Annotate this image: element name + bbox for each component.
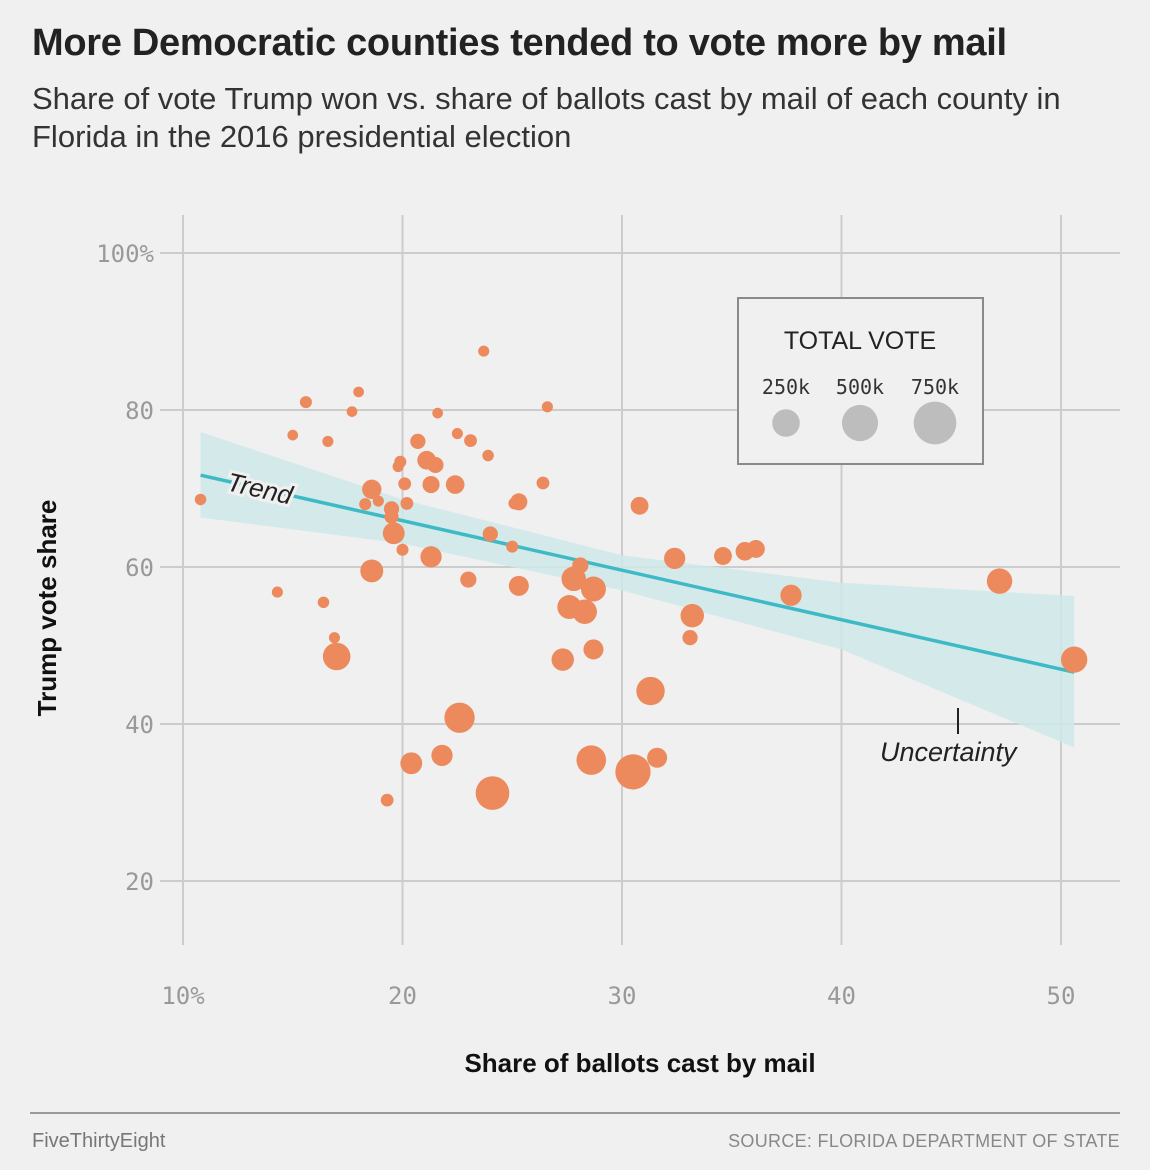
chart-title: More Democratic counties tended to vote … — [32, 22, 1007, 64]
county-point — [360, 559, 384, 583]
county-point — [475, 776, 510, 810]
source-label: SOURCE: FLORIDA DEPARTMENT OF STATE — [728, 1131, 1120, 1151]
legend-item-dot — [913, 401, 957, 445]
county-point — [583, 639, 604, 660]
points — [194, 345, 1088, 810]
y-axis-title: Trump vote share — [32, 500, 62, 717]
y-tick-label: 20 — [125, 868, 154, 896]
size-legend: TOTAL VOTE 250k 500k 750k — [737, 297, 984, 465]
county-point — [380, 793, 394, 807]
legend-item-label: 750k — [911, 375, 959, 399]
county-point — [986, 568, 1013, 594]
county-point — [372, 495, 384, 507]
county-point — [346, 406, 358, 417]
county-point — [506, 540, 519, 553]
county-point — [287, 429, 299, 441]
county-point — [432, 407, 443, 419]
county-point — [636, 676, 665, 706]
y-tick-label: 40 — [125, 711, 154, 739]
county-point — [382, 522, 405, 545]
county-point — [445, 475, 465, 494]
legend-item-dot — [772, 409, 800, 437]
county-point — [427, 456, 444, 474]
county-point — [551, 648, 574, 671]
county-point — [194, 493, 207, 506]
legend-title: TOTAL VOTE — [784, 327, 936, 355]
county-point — [444, 702, 475, 733]
x-axis-title: Share of ballots cast by mail — [464, 1048, 815, 1078]
county-point — [271, 586, 283, 598]
y-tick-label: 60 — [125, 554, 154, 582]
county-point — [299, 396, 312, 409]
footer-divider — [30, 1112, 1120, 1114]
legend-item-label: 500k — [836, 375, 884, 399]
county-point — [451, 427, 463, 440]
x-tick-label: 20 — [388, 982, 417, 1010]
county-point — [647, 747, 668, 768]
county-point — [630, 496, 649, 515]
county-point — [682, 630, 698, 646]
y-tick-label: 80 — [125, 397, 154, 425]
trend-line — [200, 473, 1075, 674]
uncertainty-label: Uncertainty — [880, 737, 1018, 767]
county-point — [680, 603, 704, 628]
county-point — [557, 595, 582, 620]
county-point — [536, 476, 550, 490]
brand-label: FiveThirtyEight — [32, 1130, 166, 1152]
county-point — [714, 547, 732, 565]
uncertainty-band — [200, 431, 1075, 748]
county-point — [541, 401, 553, 413]
county-point — [362, 479, 382, 499]
county-point — [664, 547, 686, 570]
county-point — [398, 477, 412, 491]
county-point — [410, 433, 426, 450]
county-point — [1061, 646, 1088, 673]
county-point — [746, 539, 765, 558]
county-point — [478, 345, 490, 357]
county-point — [482, 449, 494, 462]
county-point — [328, 632, 341, 644]
county-point — [353, 386, 364, 398]
county-point — [780, 584, 802, 606]
county-point — [576, 745, 607, 775]
county-point — [392, 460, 404, 473]
legend-item-dot — [841, 404, 879, 442]
county-point — [420, 546, 442, 568]
legend-item-label: 250k — [762, 375, 810, 399]
y-tick-label: 100% — [96, 240, 154, 268]
county-point — [460, 571, 477, 588]
county-point — [384, 509, 399, 524]
chart-subtitle: Share of vote Trump won vs. share of bal… — [32, 81, 1061, 154]
x-tick-label: 40 — [827, 982, 856, 1010]
county-point — [482, 526, 498, 542]
county-point — [580, 576, 606, 602]
county-point — [322, 642, 351, 671]
county-point — [396, 543, 409, 556]
county-point — [508, 575, 529, 596]
legend-items: 250k 500k 750k — [762, 375, 959, 445]
county-point — [400, 497, 414, 510]
county-point — [508, 497, 521, 510]
x-tick-label: 10% — [161, 982, 205, 1010]
county-point — [572, 557, 589, 574]
x-tick-label: 50 — [1047, 982, 1076, 1010]
county-point — [431, 744, 453, 767]
x-tick-label: 30 — [608, 982, 637, 1010]
county-point — [400, 752, 423, 775]
county-point — [322, 435, 334, 447]
county-point — [317, 596, 330, 609]
county-point — [464, 434, 477, 448]
county-point — [422, 476, 440, 494]
county-point — [615, 754, 651, 790]
county-point — [359, 498, 372, 511]
